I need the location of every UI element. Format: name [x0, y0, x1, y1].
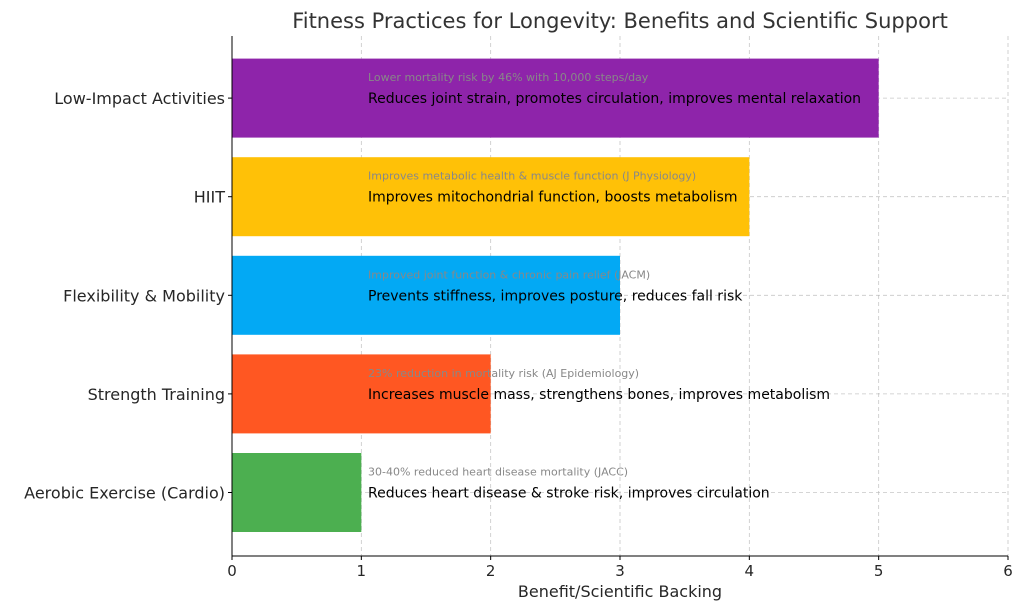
benefit-label: Reduces heart disease & stroke risk, imp…	[368, 486, 770, 502]
y-tick-label: Strength Training	[88, 385, 225, 404]
x-tick-labels: 0 1 2 3 4 5 6	[227, 556, 1013, 580]
chart-title: Fitness Practices for Longevity: Benefit…	[292, 9, 948, 33]
x-tick-label: 5	[874, 562, 884, 580]
bars	[232, 58, 879, 532]
bar	[232, 157, 750, 237]
bar	[232, 453, 362, 532]
x-tick-label: 1	[357, 562, 367, 580]
bar-annotations: Reduces heart disease & stroke risk, imp…	[368, 71, 861, 501]
benefit-label: Prevents stiffness, improves posture, re…	[368, 288, 743, 304]
x-tick-label: 0	[227, 562, 237, 580]
scientific-support-label: Improves metabolic health & muscle funct…	[368, 170, 696, 183]
bar	[232, 58, 879, 138]
bar	[232, 255, 620, 335]
scientific-support-label: 23% reduction in mortality risk (AJ Epid…	[368, 367, 639, 380]
benefit-label: Improves mitochondrial function, boosts …	[368, 190, 737, 206]
scientific-support-label: Improved joint function & chronic pain r…	[368, 268, 650, 281]
x-tick-label: 4	[745, 562, 755, 580]
x-tick-label: 2	[486, 562, 496, 580]
benefit-label: Increases muscle mass, strengthens bones…	[368, 387, 830, 403]
bar	[232, 354, 491, 434]
y-tick-label: Aerobic Exercise (Cardio)	[24, 484, 225, 503]
benefit-label: Reduces joint strain, promotes circulati…	[368, 91, 861, 107]
y-tick-label: HIIT	[194, 188, 225, 207]
scientific-support-label: 30-40% reduced heart disease mortality (…	[368, 466, 628, 479]
x-axis-label: Benefit/Scientific Backing	[518, 582, 722, 601]
scientific-support-label: Lower mortality risk by 46% with 10,000 …	[368, 71, 649, 84]
x-tick-label: 3	[615, 562, 625, 580]
y-tick-label: Low-Impact Activities	[54, 89, 225, 108]
y-tick-labels: Aerobic Exercise (Cardio) Strength Traini…	[24, 89, 232, 503]
y-tick-label: Flexibility & Mobility	[63, 286, 225, 305]
x-tick-label: 6	[1003, 562, 1013, 580]
